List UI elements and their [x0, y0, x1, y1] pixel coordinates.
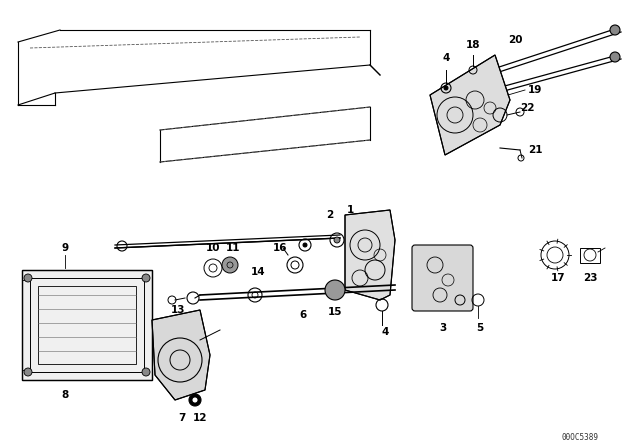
Text: 20: 20 [508, 35, 522, 45]
Circle shape [610, 25, 620, 35]
Text: 21: 21 [528, 145, 542, 155]
Bar [22, 270, 152, 380]
Polygon shape [430, 55, 510, 155]
Bar [22, 270, 152, 380]
Circle shape [24, 274, 32, 282]
Text: 22: 22 [520, 103, 534, 113]
Text: 8: 8 [61, 390, 68, 400]
Circle shape [303, 243, 307, 247]
Text: 7: 7 [179, 413, 186, 423]
Polygon shape [345, 210, 395, 300]
Text: 2: 2 [326, 210, 333, 220]
Text: 10: 10 [205, 243, 220, 253]
Text: 17: 17 [550, 273, 565, 283]
Text: 23: 23 [583, 273, 597, 283]
Text: 11: 11 [226, 243, 240, 253]
Circle shape [142, 368, 150, 376]
Bar [38, 286, 136, 364]
Circle shape [222, 257, 238, 273]
Text: 9: 9 [61, 243, 68, 253]
Text: 16: 16 [273, 243, 287, 253]
Text: 5: 5 [476, 323, 484, 333]
Bar [30, 278, 144, 372]
Text: 12: 12 [193, 413, 207, 423]
Text: 4: 4 [381, 327, 388, 337]
Polygon shape [152, 310, 210, 400]
Circle shape [192, 397, 198, 403]
Circle shape [334, 237, 340, 243]
Text: 3: 3 [440, 323, 447, 333]
Circle shape [24, 368, 32, 376]
Text: 1: 1 [346, 205, 354, 215]
FancyBboxPatch shape [412, 245, 473, 311]
Text: 14: 14 [251, 267, 266, 277]
Text: 13: 13 [171, 305, 185, 315]
Text: 15: 15 [328, 307, 342, 317]
Text: 18: 18 [466, 40, 480, 50]
Circle shape [189, 394, 201, 406]
Text: 6: 6 [300, 310, 307, 320]
Circle shape [325, 280, 345, 300]
Bar [580, 248, 600, 263]
Text: 00OC5389: 00OC5389 [561, 434, 598, 443]
Circle shape [444, 86, 448, 90]
Text: 4: 4 [442, 53, 450, 63]
Circle shape [142, 274, 150, 282]
Circle shape [610, 52, 620, 62]
Text: 19: 19 [528, 85, 542, 95]
